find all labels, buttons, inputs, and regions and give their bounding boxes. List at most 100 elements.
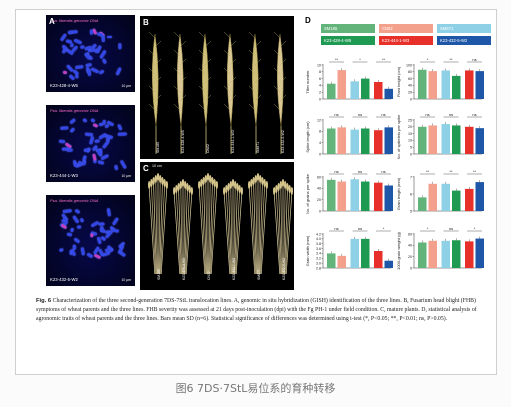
wheat-spike — [198, 31, 212, 154]
bar-K23-444-1-W3 — [361, 78, 370, 99]
y-tick-label: 0 — [410, 97, 412, 101]
chromosome — [105, 124, 110, 129]
y-tick-label: 2 — [319, 91, 321, 95]
significance-label: ns — [449, 226, 453, 231]
significance-label: ns — [334, 169, 338, 174]
wheat-spike — [148, 31, 162, 154]
gish-line-label: K23-444-1-W3 — [50, 173, 78, 178]
y-tick-label: 10 — [408, 139, 412, 143]
panel-label-c: C — [143, 164, 149, 173]
bar-K23-444-1-W3 — [361, 128, 370, 154]
chromosome — [114, 164, 119, 171]
gish-probe-text: Psa. liberalis genomic DNA — [50, 18, 99, 23]
y-tick-label: 3.8 — [316, 242, 321, 246]
plant-label: K23-432-5-W2 — [282, 257, 286, 280]
bar-SM871 — [465, 241, 474, 268]
significance-label: ns — [449, 112, 453, 117]
bar-chart: 1000-grain weight (g) 0 20 40 60 * ns * — [396, 226, 484, 270]
wheat-spike — [248, 31, 262, 154]
bar-CN02 — [441, 124, 450, 154]
mature-plant — [273, 179, 293, 275]
chromosome — [69, 42, 74, 48]
bar-CN02 — [350, 129, 359, 154]
y-tick-label: 25 — [408, 118, 412, 122]
chromosome — [68, 74, 75, 81]
significance-label: ns — [472, 57, 476, 62]
bar-chart: Grain length (mm) 5 6 7 ** ** ** — [396, 169, 484, 213]
wheat-spikes-illustration — [148, 31, 287, 154]
y-tick-label: 40 — [408, 244, 412, 248]
y-tick-label: 0 — [319, 97, 321, 101]
y-tick-label: 8 — [319, 70, 321, 74]
chromosome — [80, 217, 85, 223]
chromosome — [80, 247, 85, 256]
mature-plant — [223, 179, 243, 275]
significance-label: ns — [334, 226, 338, 231]
y-tick-label: 6 — [319, 77, 321, 81]
chromosome — [90, 233, 94, 238]
bar-K23-432-5-W2 — [475, 128, 484, 154]
fhb-spikes-photo: SM185 K23-428-4-W5 CN02 K23-444-1-W3 SM8… — [140, 16, 294, 159]
gish-image-3: Psa. liberalis genomic DNA K23-432-5-W2 … — [46, 195, 135, 286]
chromosome — [66, 64, 74, 73]
chromosome — [83, 118, 88, 123]
chromosome — [120, 160, 128, 170]
chromosome — [72, 244, 76, 250]
bar-K23-444-1-W3 — [452, 75, 461, 99]
chromosome — [96, 32, 103, 37]
chromosome — [89, 136, 95, 145]
bar-K23-428-4-W5 — [428, 125, 437, 154]
significance-label: ns — [472, 112, 476, 117]
gish-image-2: Psa. liberalis genomic DNA K23-444-1-W3 … — [46, 105, 135, 182]
bar-SM871 — [374, 130, 383, 154]
mature-plants-illustration — [148, 173, 293, 275]
significance-label: * — [359, 57, 361, 62]
chromosome — [74, 237, 81, 244]
bar-chart: Grain width (mm) 2.83.03.23.43.63.84.04.2… — [305, 226, 393, 270]
chromosome — [58, 247, 65, 253]
bar-SM185 — [327, 179, 336, 211]
gish-scale-bar: 10 μm — [121, 278, 132, 282]
legend-item: K23-428-4-W5 — [321, 36, 375, 45]
wheat-spike — [273, 31, 287, 154]
y-tick-label: 3.0 — [316, 261, 321, 265]
chart-legend: SM185 CN02 SM871 K23-428-4-W5 K23-444-1-… — [321, 24, 493, 50]
figure-caption: Fig. 6 Characterization of the three sec… — [36, 297, 492, 324]
caption-text: Characterization of the three second-gen… — [36, 298, 477, 322]
significance-label: * — [474, 226, 476, 231]
chromosome — [92, 123, 99, 128]
significance-label: * — [383, 226, 385, 231]
y-tick-label: 12 — [317, 118, 321, 122]
significance-label: ** — [426, 169, 430, 174]
plant-label: K23-444-1-W3 — [232, 257, 236, 280]
bar-SM871 — [465, 188, 474, 211]
y-tick-label: 6 — [410, 192, 412, 196]
bar-SM185 — [327, 83, 336, 99]
significance-label: ** — [449, 169, 453, 174]
chromosome — [72, 215, 80, 224]
legend-item: SM871 — [437, 24, 491, 33]
spike-label: SM185 — [156, 141, 160, 153]
y-tick-label: 3.6 — [316, 247, 321, 251]
chromosome — [91, 67, 100, 74]
chromosome — [62, 70, 68, 75]
chromosome — [59, 127, 69, 131]
chromosome — [98, 69, 105, 75]
bar-K23-432-5-W2 — [384, 88, 393, 99]
plant-label: K23-428-4-W5 — [182, 257, 186, 280]
y-tick-label: 80 — [408, 70, 412, 74]
bar-SM871 — [465, 70, 474, 99]
y-tick-label: 4 — [319, 141, 321, 145]
bar-SM185 — [418, 242, 427, 268]
spike-label: SM871 — [256, 141, 260, 153]
y-tick-label: 40 — [317, 187, 321, 191]
chromosome — [112, 217, 119, 226]
chromosome — [70, 118, 77, 125]
chromosome — [69, 128, 76, 134]
gish-scale-bar: 10 μm — [121, 174, 132, 178]
bar-K23-432-5-W2 — [475, 238, 484, 268]
panel-label-b: B — [143, 18, 149, 27]
y-tick-label: 0 — [319, 209, 321, 213]
bar-SM871 — [374, 251, 383, 268]
